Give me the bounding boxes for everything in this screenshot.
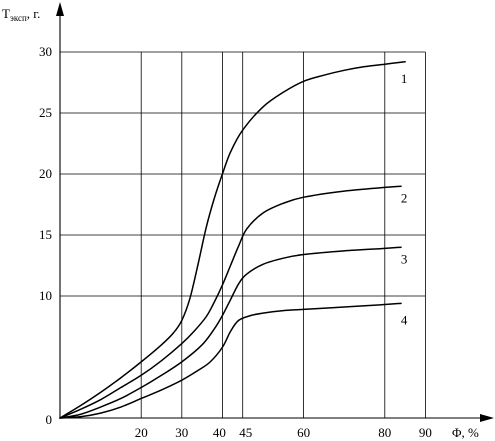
- x-tick-label-90: 90: [419, 425, 432, 440]
- series-line-1: [59, 61, 406, 419]
- x-tick-label-60: 60: [297, 425, 310, 440]
- x-tick-label-30: 30: [175, 425, 188, 440]
- series-line-2: [59, 185, 402, 419]
- axes: [56, 2, 494, 422]
- x-tick-label-40: 40: [213, 425, 226, 440]
- x-axis-arrow: [480, 414, 494, 422]
- series-line-4: [59, 302, 402, 419]
- y-tick-label-20: 20: [39, 166, 52, 181]
- x-tick-label-20: 20: [135, 425, 148, 440]
- x-tick-label-45: 45: [239, 425, 252, 440]
- series-label-2: 2: [401, 190, 408, 205]
- series-label-4: 4: [401, 312, 408, 327]
- series-label-1: 1: [401, 71, 408, 86]
- series-group: [59, 61, 406, 419]
- y-tick-label-25: 25: [39, 105, 52, 120]
- series-label-3: 3: [401, 251, 408, 266]
- labels: 10 15 20 25 30 0 20 30 40 45 60 80 90 Φ, % Tэксп, г. 1 2…: [2, 6, 479, 440]
- y-axis-arrow: [56, 2, 64, 16]
- x-axis-label: Φ, %: [452, 425, 479, 440]
- series-line-3: [59, 246, 402, 419]
- x-tick-label-80: 80: [378, 425, 391, 440]
- origin-label: 0: [46, 412, 53, 427]
- y-axis-label: Tэксп, г.: [2, 6, 40, 23]
- y-tick-label-15: 15: [39, 227, 52, 242]
- y-tick-label-10: 10: [39, 288, 52, 303]
- y-tick-label-30: 30: [39, 44, 52, 59]
